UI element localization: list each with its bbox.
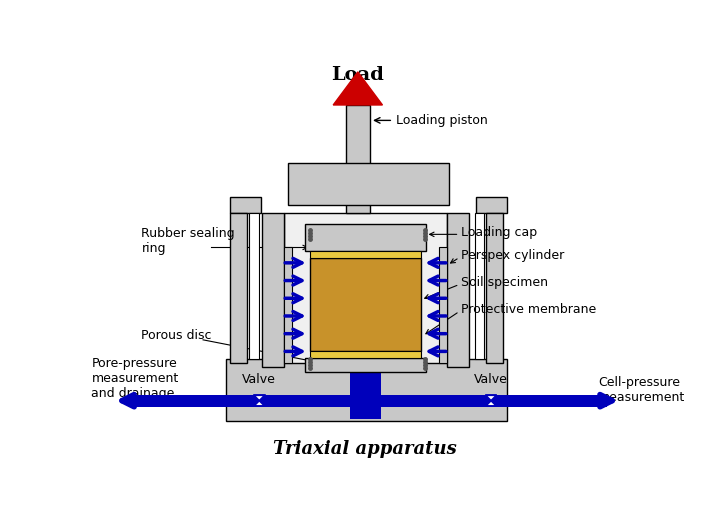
Bar [305,224,426,251]
Bar [230,197,261,213]
Bar [310,351,421,358]
Text: Pore-pressure
measurement
and drainage: Pore-pressure measurement and drainage [92,357,179,400]
Bar [284,247,292,363]
Text: Cell-pressure
measurement: Cell-pressure measurement [598,376,685,404]
Text: Protective membrane: Protective membrane [461,303,597,315]
Bar [230,213,247,363]
Bar [284,213,447,363]
Bar [130,395,229,407]
Bar [486,213,503,363]
Bar [475,213,484,359]
Text: Soil specimen: Soil specimen [461,276,548,289]
Bar [350,359,381,419]
Bar [310,251,421,258]
Polygon shape [485,395,496,401]
Bar [507,395,607,407]
Bar [310,258,421,351]
Polygon shape [333,72,382,105]
Bar [485,395,496,406]
Polygon shape [254,401,265,406]
Bar [305,358,426,372]
Text: Load: Load [331,66,384,85]
Bar [262,213,284,367]
Bar [346,105,370,213]
Text: Triaxial apparatus: Triaxial apparatus [273,440,457,458]
Polygon shape [485,401,496,406]
Bar [288,163,450,205]
Bar [381,395,508,407]
Text: Loading piston: Loading piston [396,114,488,127]
Bar [447,213,469,367]
Bar [476,197,507,213]
Bar [226,395,353,407]
Text: Loading cap: Loading cap [461,226,537,239]
Text: Perspex cylinder: Perspex cylinder [461,248,564,262]
Text: Porous disc: Porous disc [141,329,212,342]
Bar [250,213,259,359]
Polygon shape [254,395,265,401]
Text: Valve: Valve [474,373,508,386]
Bar [440,247,447,363]
Bar [226,359,507,421]
Bar [254,395,265,406]
Text: Valve: Valve [242,373,276,386]
Text: Rubber sealing
ring: Rubber sealing ring [141,227,235,255]
